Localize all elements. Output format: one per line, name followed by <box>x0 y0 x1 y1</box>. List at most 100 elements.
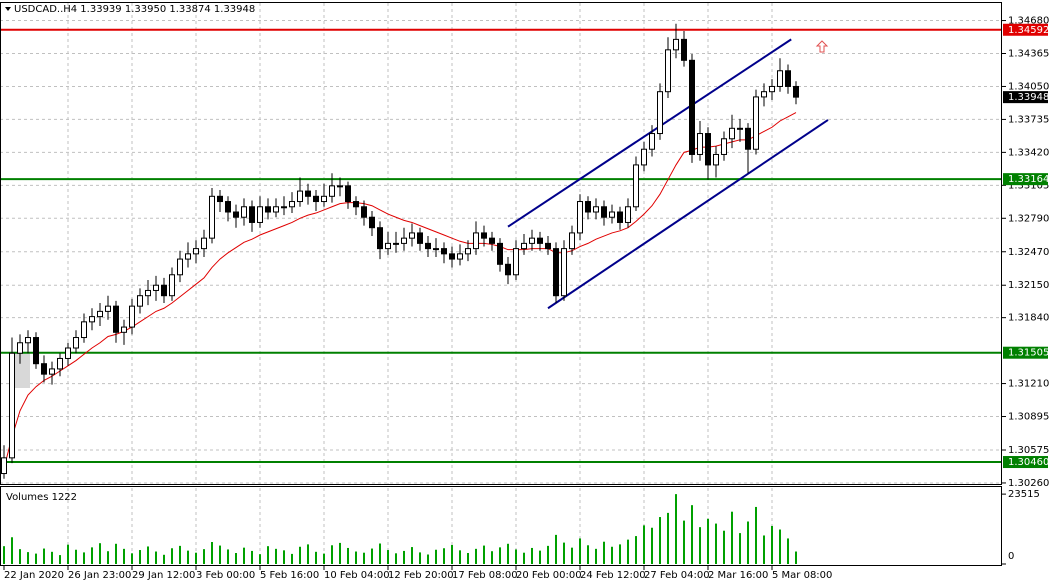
candle-body <box>65 347 71 359</box>
candle-body <box>81 321 87 339</box>
candle-body <box>305 190 311 197</box>
candle-body <box>793 85 799 98</box>
x-tick-label: 29 Jan 12:00 <box>132 570 195 581</box>
price-panel-frame <box>0 2 1002 485</box>
y-tick-label: 1.31210 <box>1008 379 1049 390</box>
price-label-box <box>1003 91 1048 104</box>
candle-body <box>737 127 743 130</box>
candle-body <box>89 316 95 323</box>
candle-body <box>337 185 343 188</box>
candle-body <box>489 237 495 244</box>
candle-body <box>161 284 167 297</box>
candle-body <box>697 133 703 155</box>
price-label: 1.33948 <box>1008 92 1049 103</box>
level-label: 1.34592 <box>1008 25 1049 36</box>
candle-body <box>129 305 135 328</box>
y-tick-label: 1.32150 <box>1008 280 1049 291</box>
candle-body <box>521 242 527 250</box>
y-tick-label: 1.32790 <box>1008 213 1049 224</box>
x-tick-label: 22 Jan 2020 <box>4 570 64 581</box>
candle-body <box>729 127 735 140</box>
candle-body <box>121 326 127 333</box>
level-label-box <box>1003 346 1048 359</box>
x-tick-label: 26 Jan 23:00 <box>68 570 131 581</box>
volume-title: Volumes 1222 <box>6 492 77 503</box>
candle-body <box>49 368 55 375</box>
x-tick-label: 20 Feb 00:00 <box>516 570 582 581</box>
candle-body <box>265 206 271 213</box>
candle-body <box>689 59 695 155</box>
plot <box>0 23 1002 564</box>
candle-body <box>17 342 23 354</box>
candle-body <box>409 232 415 239</box>
candle-body <box>529 237 535 244</box>
candle-body <box>553 248 559 297</box>
candle-body <box>593 206 599 213</box>
candle-body <box>145 289 151 297</box>
y-tick-label: 1.33420 <box>1008 147 1049 158</box>
candle-body <box>201 237 207 250</box>
candle-body <box>425 242 431 250</box>
volume-panel-frame <box>0 486 1002 566</box>
candle-body <box>561 248 567 297</box>
candle-body <box>0 457 7 475</box>
candle-body <box>417 232 423 244</box>
candle-body <box>721 138 727 155</box>
volume-tick-label: 23515 <box>1008 489 1040 500</box>
axes: 1.34680 1.34365 1.34050 1.33735 1.33420 1.331… <box>3 16 1049 581</box>
candle-body <box>153 284 159 291</box>
candle-body <box>585 201 591 213</box>
candle-body <box>33 337 39 365</box>
candle-body <box>753 96 759 150</box>
candle-body <box>105 305 111 312</box>
level-label-box <box>1003 456 1048 469</box>
candle-body <box>665 49 671 93</box>
candle-body <box>505 263 511 276</box>
candle-body <box>537 237 543 244</box>
candle-body <box>617 211 623 223</box>
candle-body <box>393 242 399 245</box>
level-label-box <box>1003 23 1048 36</box>
level-label-box <box>1003 173 1048 186</box>
x-tick-label: 27 Feb 04:00 <box>644 570 710 581</box>
candle-body <box>633 164 639 208</box>
candle-body <box>777 70 783 87</box>
candle-body <box>177 258 183 276</box>
candle-body <box>705 133 711 166</box>
candle-body <box>73 337 79 349</box>
y-tick-label: 1.33735 <box>1008 114 1049 125</box>
candle-body <box>473 232 479 250</box>
y-tick-label: 1.30895 <box>1008 412 1049 423</box>
candle-body <box>281 206 287 209</box>
candle-body <box>497 242 503 265</box>
x-tick-label: 5 Feb 16:00 <box>260 570 319 581</box>
candle-body <box>649 133 655 150</box>
candle-body <box>465 248 471 255</box>
candle-body <box>321 195 327 203</box>
candle-body <box>57 357 63 370</box>
candle-body <box>249 206 255 223</box>
candle-body <box>657 91 663 135</box>
level-label: 1.31505 <box>1008 348 1049 359</box>
menu-triangle[interactable] <box>5 7 11 11</box>
candle-body <box>225 201 231 213</box>
candle-body <box>313 195 319 203</box>
candle-body <box>217 195 223 203</box>
candle-body <box>41 363 47 375</box>
up-arrow-icon <box>815 40 829 53</box>
y-tick-label: 1.34680 <box>1008 16 1049 27</box>
volume-tick-label: 0 <box>1008 551 1014 562</box>
candle-body <box>769 85 775 93</box>
candle-body <box>361 206 367 218</box>
candle-body <box>441 248 447 255</box>
x-tick-label: 17 Feb 08:00 <box>452 570 518 581</box>
x-tick-label: 24 Feb 12:00 <box>580 570 646 581</box>
candle-body <box>481 232 487 239</box>
candle-body <box>289 201 295 208</box>
candle-body <box>713 153 719 166</box>
y-tick-label: 1.33105 <box>1008 180 1049 191</box>
candle-body <box>25 337 31 344</box>
